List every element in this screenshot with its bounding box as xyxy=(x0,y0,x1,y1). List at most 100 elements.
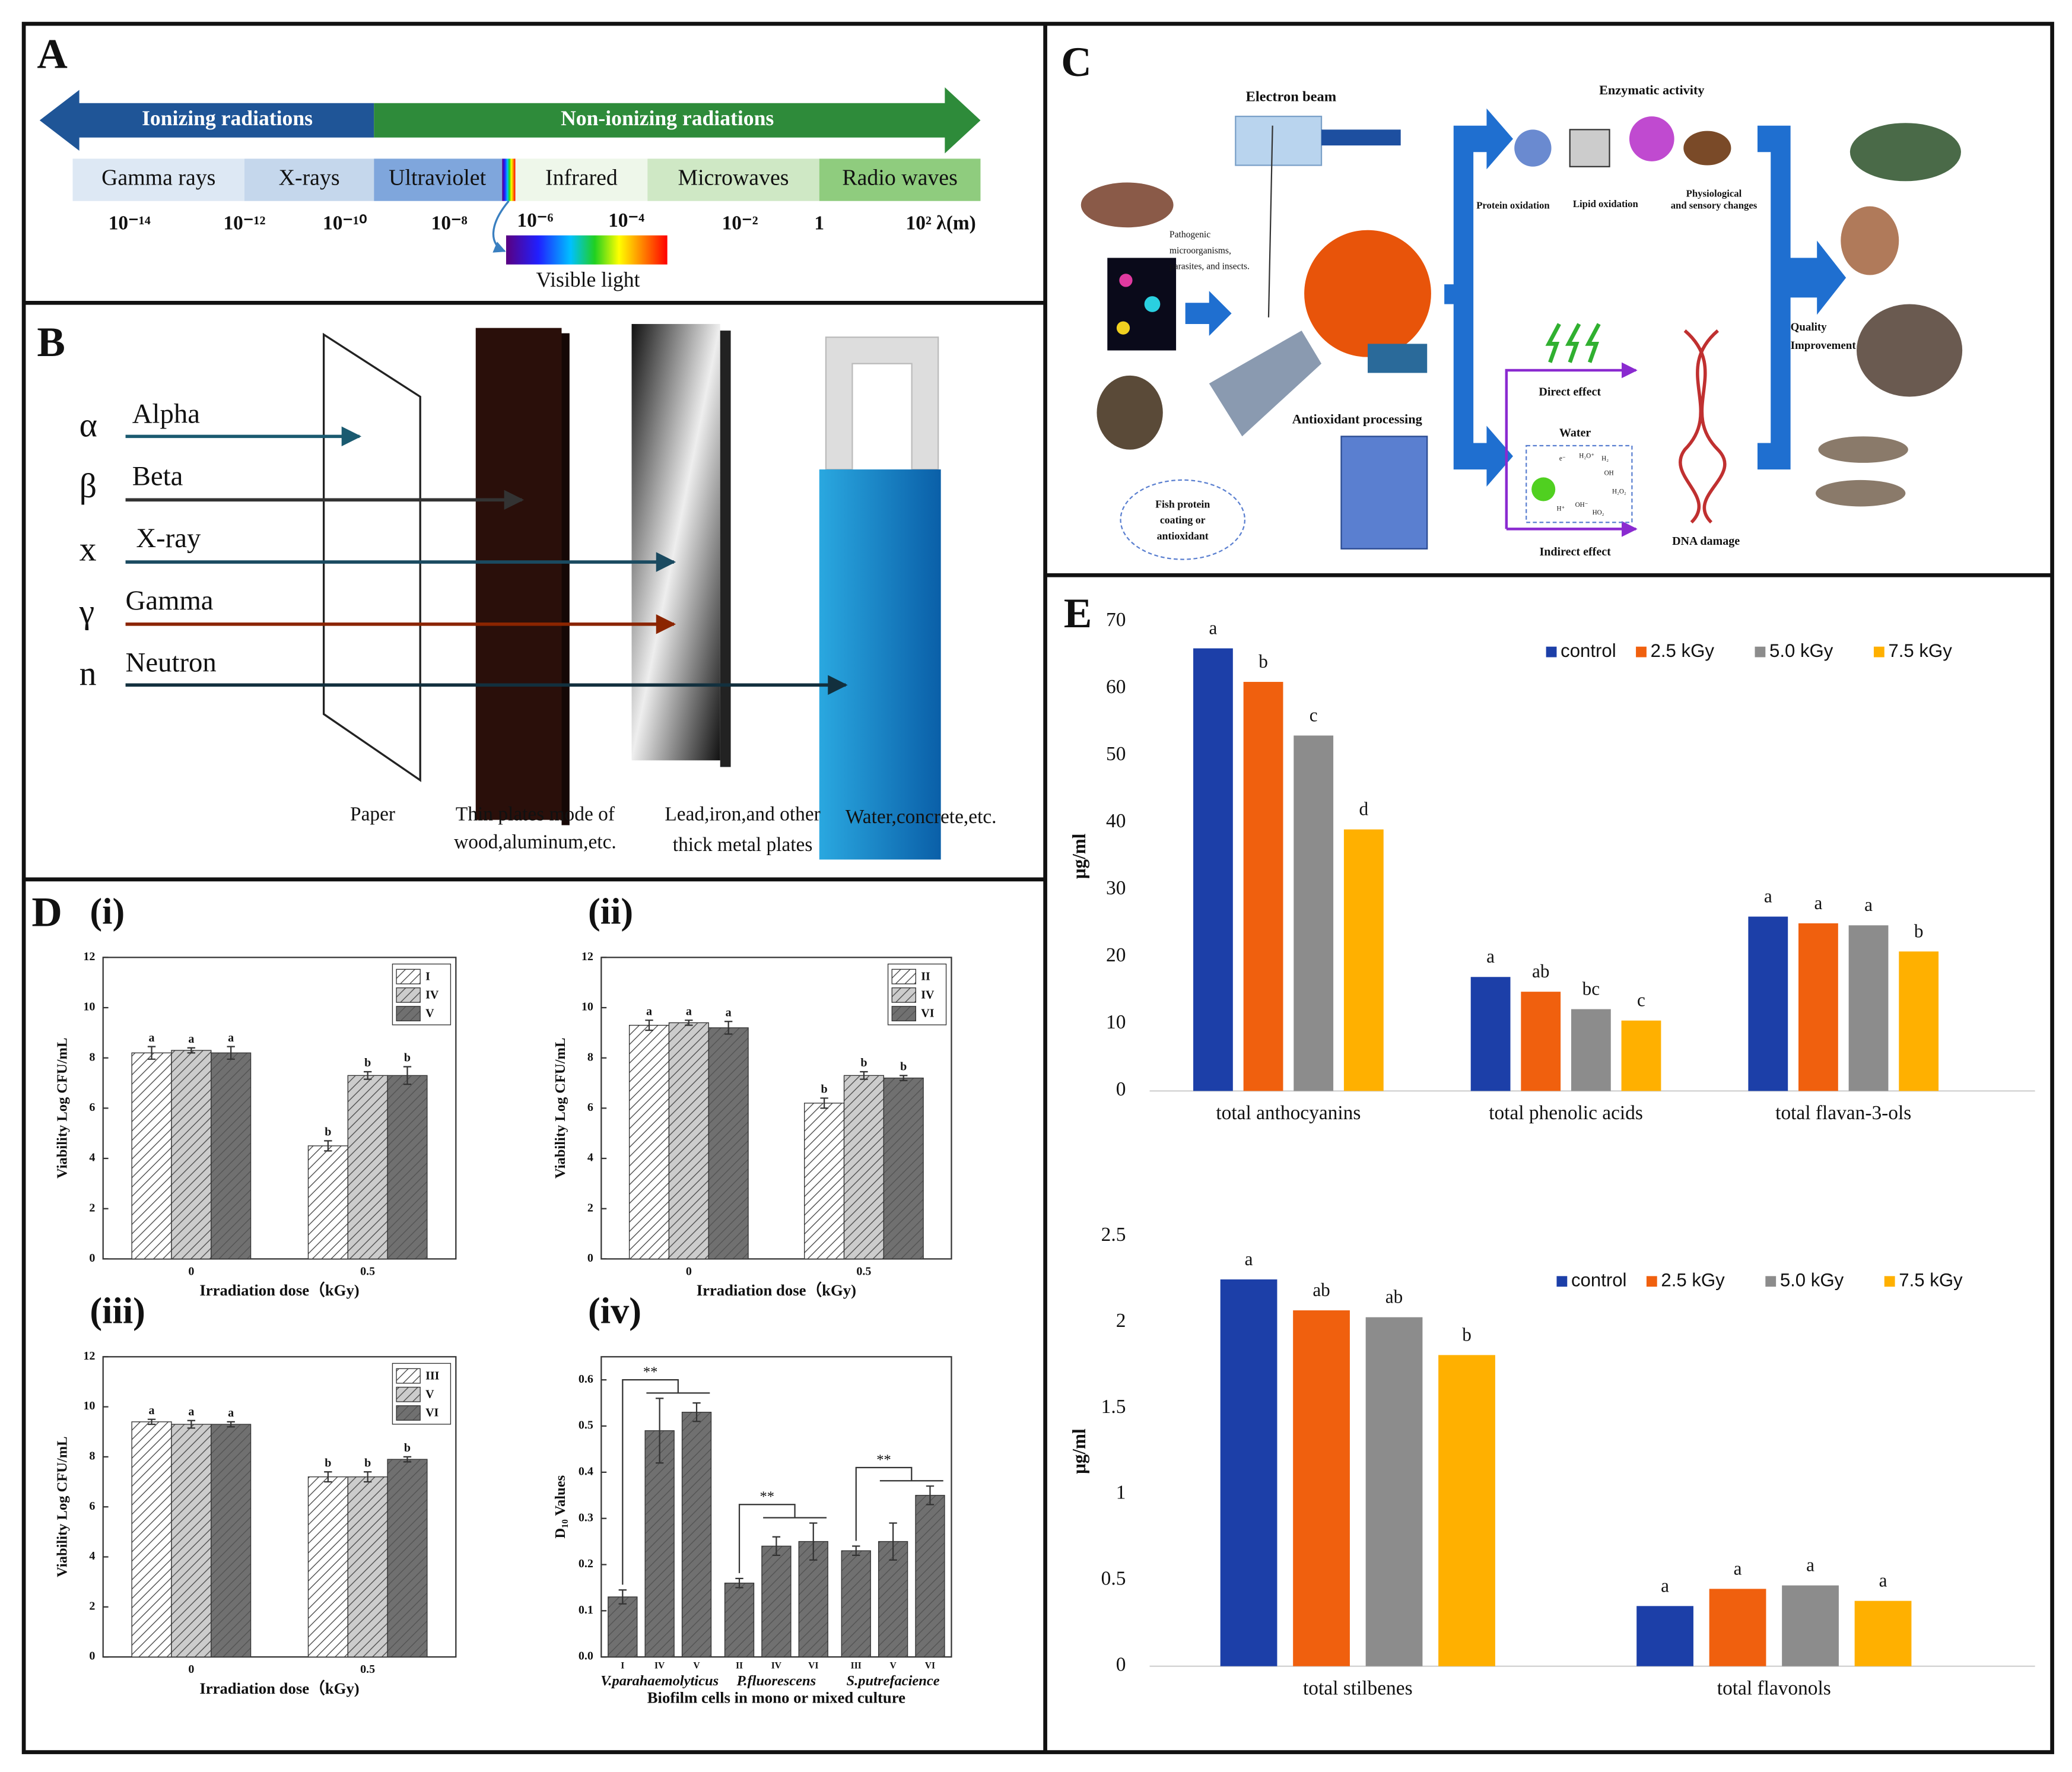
c-label: Fish protein xyxy=(1155,498,1210,510)
significance: ** xyxy=(760,1489,774,1505)
y-tick-label: 4 xyxy=(89,1151,95,1164)
wavelength: 10⁻⁶ xyxy=(517,209,553,231)
ray-symbol: n xyxy=(80,654,97,693)
y-tick-label: 0 xyxy=(587,1252,593,1265)
letter-label: a xyxy=(1814,893,1822,913)
y-axis-label: Viability Log CFU/mL xyxy=(55,1038,71,1179)
c-label: parasites, and insects. xyxy=(1170,262,1250,272)
bar xyxy=(841,1550,871,1657)
lightning xyxy=(1545,323,1601,363)
legend-swatch xyxy=(1636,646,1647,658)
chart-title: (iii) xyxy=(90,1290,145,1331)
legend-swatch xyxy=(1755,646,1766,658)
letter-label: a xyxy=(188,1033,194,1046)
y-tick-label: 12 xyxy=(581,950,593,963)
bar xyxy=(1365,1317,1423,1666)
error-bar xyxy=(900,1075,908,1081)
bracket xyxy=(622,1379,710,1585)
letter-label: a xyxy=(1764,886,1772,907)
bar xyxy=(1193,648,1233,1091)
c-label: coating or xyxy=(1160,514,1206,526)
container xyxy=(825,336,939,471)
bar-label: IV xyxy=(654,1660,665,1671)
bar xyxy=(131,1421,172,1657)
c-label: Improvement xyxy=(1791,339,1857,352)
wood-plate xyxy=(475,328,562,820)
error-bar xyxy=(363,1071,372,1080)
lipid-icon xyxy=(1569,129,1610,167)
group-label: P.fluorescens xyxy=(736,1673,816,1689)
c-label: Direct effect xyxy=(1539,385,1601,398)
bar xyxy=(644,1430,675,1657)
error-bar xyxy=(889,1522,897,1561)
bar xyxy=(307,1145,348,1260)
ray-name: X-ray xyxy=(136,523,201,554)
bar xyxy=(804,1103,845,1260)
panel-label: A xyxy=(37,30,67,77)
y-tick-label: 0.5 xyxy=(579,1419,593,1432)
bar xyxy=(387,1459,428,1657)
panel-b: B α β x γ n Alpha Beta X-ray Gamma Neutr… xyxy=(37,319,997,860)
legend-swatch xyxy=(1556,1276,1568,1287)
letter-label: c xyxy=(1637,990,1645,1011)
chart-title: (ii) xyxy=(588,891,633,932)
legend-label: VI xyxy=(425,1406,438,1419)
flow-arrow xyxy=(1185,291,1232,336)
legend-swatch xyxy=(396,1006,421,1021)
band xyxy=(515,158,648,201)
bar xyxy=(1438,1355,1495,1666)
bar xyxy=(883,1077,924,1260)
radical: OH xyxy=(1604,469,1614,477)
dna-helix xyxy=(1679,329,1727,524)
bar xyxy=(1470,977,1511,1091)
y-tick-label: 0 xyxy=(1116,1078,1126,1100)
error-bar xyxy=(403,1066,412,1085)
letter-label: a xyxy=(1734,1558,1742,1579)
frames xyxy=(21,21,2054,1754)
letter-label: d xyxy=(1359,799,1369,820)
x-tick-label: total phenolic acids xyxy=(1489,1102,1643,1124)
enzyme-icon xyxy=(1629,116,1674,161)
letter-label: c xyxy=(1310,704,1318,725)
letter-label: a xyxy=(188,1405,194,1418)
y-axis-label: μg/ml xyxy=(1069,1428,1089,1474)
x-axis-label: Irradiation dose（kGy) xyxy=(199,1679,359,1697)
bar xyxy=(761,1545,792,1657)
y-tick-label: 6 xyxy=(89,1500,95,1513)
error-bar xyxy=(685,1020,693,1026)
bar xyxy=(211,1052,252,1260)
y-tick-label: 6 xyxy=(587,1101,593,1114)
y-tick-label: 0.1 xyxy=(579,1603,593,1617)
letter-label: ab xyxy=(1532,961,1549,982)
radical: e⁻ xyxy=(1559,455,1566,462)
y-tick-label: 0 xyxy=(89,1252,95,1265)
error-bar xyxy=(324,1140,332,1152)
letter-label: a xyxy=(228,1031,234,1044)
letter-label: b xyxy=(404,1441,411,1455)
y-tick-label: 30 xyxy=(1106,877,1126,899)
bar xyxy=(608,1596,638,1657)
y-axis-label: Viability Log CFU/mL xyxy=(55,1437,71,1577)
c-label: Quality xyxy=(1791,321,1827,334)
ray-name: Alpha xyxy=(132,399,200,430)
x-tick-label: 0.5 xyxy=(856,1265,871,1278)
y-tick-label: 4 xyxy=(89,1549,95,1563)
chart-title: (iv) xyxy=(588,1290,641,1331)
barrier-label: Water,concrete,etc. xyxy=(846,806,997,828)
radical: HO₂ xyxy=(1593,509,1604,516)
letter-label: ab xyxy=(1385,1287,1403,1307)
bar xyxy=(1798,923,1838,1091)
y-tick-label: 10 xyxy=(1106,1011,1126,1033)
bar xyxy=(668,1022,709,1260)
y-tick-label: 0.3 xyxy=(579,1511,593,1524)
bar xyxy=(1294,735,1334,1091)
error-bar xyxy=(147,1418,156,1425)
legend-swatch xyxy=(891,1006,917,1021)
x-tick-label: total flavan-3-ols xyxy=(1775,1102,1911,1124)
letter-label: b xyxy=(821,1083,828,1096)
legend-label: II xyxy=(921,970,930,983)
group-label: S.putrefacience xyxy=(847,1673,940,1689)
y-tick-label: 2.5 xyxy=(1101,1224,1126,1246)
scallop-icon xyxy=(1841,206,1899,275)
error-bar xyxy=(852,1545,860,1557)
